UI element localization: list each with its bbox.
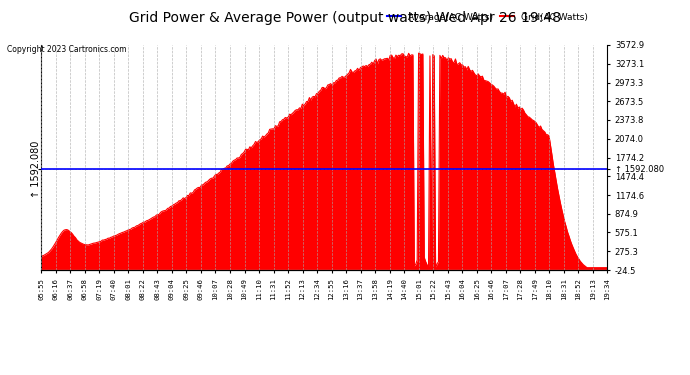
Text: Copyright 2023 Cartronics.com: Copyright 2023 Cartronics.com [7,45,126,54]
Text: Grid Power & Average Power (output watts) Wed Apr 26 19:48: Grid Power & Average Power (output watts… [129,11,561,25]
Legend: Average(AC Watts), Grid(AC Watts): Average(AC Watts), Grid(AC Watts) [384,9,591,25]
